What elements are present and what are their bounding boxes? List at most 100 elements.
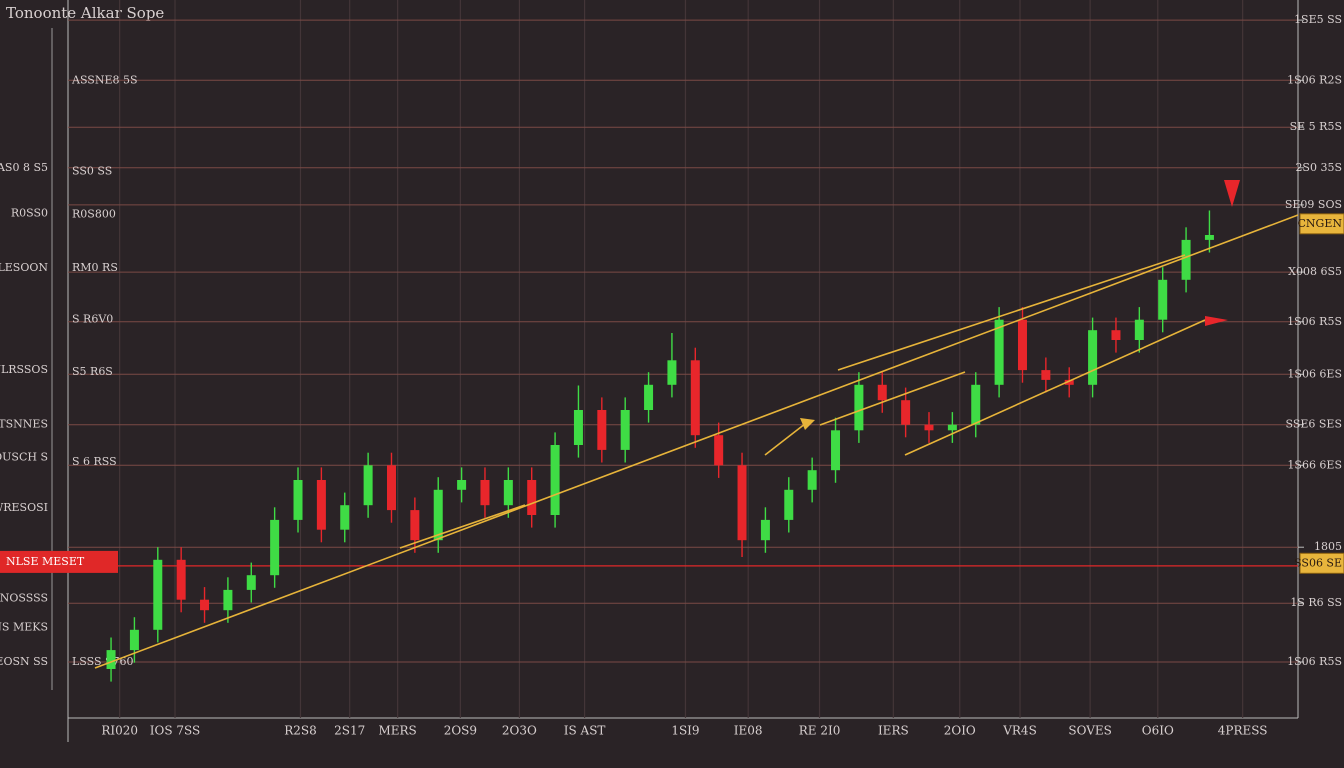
candle-body bbox=[153, 559, 163, 630]
candle-body bbox=[1088, 330, 1098, 385]
y-tick-label: 1S06 R5S bbox=[1287, 655, 1342, 668]
candle-body bbox=[1204, 235, 1214, 240]
candle-body bbox=[784, 489, 794, 520]
candle-body bbox=[947, 424, 957, 431]
trend-line bbox=[94, 214, 1299, 669]
candle-body bbox=[410, 510, 420, 541]
candle-body bbox=[363, 465, 373, 506]
candle-body bbox=[223, 589, 233, 611]
trend-line bbox=[904, 319, 1206, 456]
arrow bbox=[1205, 316, 1228, 326]
candle-body bbox=[316, 480, 326, 530]
left-label: NLRSSOS bbox=[0, 363, 48, 376]
left-label: NS MEKS bbox=[0, 621, 48, 634]
candle-body bbox=[457, 480, 467, 490]
candle-body bbox=[386, 465, 396, 511]
left-label: R0SS0 bbox=[11, 206, 48, 219]
candle-body bbox=[1134, 319, 1144, 340]
chart-title: Tonoonte Alkar Sope bbox=[6, 4, 164, 22]
candle-body bbox=[1158, 279, 1168, 320]
y-tick-label: 1805 bbox=[1314, 540, 1342, 553]
trend-line bbox=[837, 254, 1186, 371]
candle-body bbox=[176, 559, 186, 600]
candle-body bbox=[737, 465, 747, 541]
candle-body bbox=[667, 360, 677, 385]
candle-body bbox=[620, 410, 630, 450]
left-label: ASSNE8 5S bbox=[71, 73, 138, 86]
candle-body bbox=[714, 435, 724, 466]
candle-body bbox=[573, 410, 583, 445]
y-tick-label: 1SE5 SS bbox=[1294, 13, 1342, 26]
candle-body bbox=[690, 360, 700, 436]
x-tick-label: IERS bbox=[878, 724, 909, 738]
candle-body bbox=[1017, 319, 1027, 371]
plot: RI020 IOS 7SS R2S8 2S17 MERS 2OS9 2O3O IS AST 1S… bbox=[0, 0, 1344, 738]
left-label: S5 R6S bbox=[72, 365, 113, 378]
candle-body bbox=[129, 629, 139, 651]
candle-body bbox=[550, 445, 560, 515]
candle-body bbox=[760, 519, 770, 541]
candle-body bbox=[994, 319, 1004, 385]
candle-body bbox=[1181, 239, 1191, 280]
x-tick-label: RI020 bbox=[101, 724, 138, 738]
price-tag-label: CNGEN bbox=[1298, 217, 1343, 230]
candle-body bbox=[246, 575, 256, 590]
candle-body bbox=[1041, 370, 1051, 380]
y-tick-label: 1S06 R2S bbox=[1287, 73, 1342, 86]
left-label: TSNNES bbox=[0, 418, 48, 431]
x-tick-label: IE08 bbox=[734, 724, 763, 738]
candle-body bbox=[293, 480, 303, 520]
price-tag bbox=[1299, 552, 1344, 574]
left-label: SNOSSSS bbox=[0, 591, 48, 604]
arrow bbox=[1224, 180, 1240, 207]
y-tick-label: SE 5 R5S bbox=[1290, 120, 1342, 133]
candle-body bbox=[106, 650, 116, 669]
left-label: SEOSN SS bbox=[0, 655, 48, 668]
trend-lines bbox=[94, 214, 1299, 669]
y-tick-label: 1S R6 SS bbox=[1290, 596, 1342, 609]
trend-line bbox=[819, 371, 966, 426]
y-tick-label: 1S06 R5S bbox=[1287, 315, 1342, 328]
trend-line bbox=[764, 419, 811, 456]
x-tick-label: O6IO bbox=[1142, 724, 1174, 738]
candle-body bbox=[433, 489, 443, 541]
left-label: SS0 SS bbox=[72, 164, 112, 177]
candle-body bbox=[1111, 330, 1121, 340]
y-tick-label: 1S66 6ES bbox=[1287, 458, 1342, 471]
candle-body bbox=[527, 480, 537, 515]
candle-body bbox=[1064, 379, 1074, 385]
x-tick-label: IS AST bbox=[564, 724, 606, 738]
left-label: LSSS S760 bbox=[72, 655, 134, 668]
x-tick-label: 1SI9 bbox=[671, 724, 699, 738]
trend-line bbox=[399, 504, 526, 549]
left-tag-label: NLSE MESET bbox=[6, 555, 85, 568]
x-tick-label: 2S17 bbox=[334, 724, 365, 738]
x-tick-label: IOS 7SS bbox=[150, 724, 200, 738]
y-tick-label: SSE6 SES bbox=[1285, 418, 1342, 431]
candle-body bbox=[644, 384, 654, 410]
candle-body bbox=[971, 384, 981, 425]
left-label: TLESOON bbox=[0, 261, 48, 274]
candle-body bbox=[200, 599, 210, 611]
candle-body bbox=[597, 410, 607, 450]
candle-body bbox=[807, 470, 817, 490]
x-tick-label: MERS bbox=[378, 724, 416, 738]
left-label: S 6 RSS bbox=[72, 455, 117, 468]
candle-body bbox=[270, 519, 280, 576]
arrow bbox=[800, 418, 815, 430]
left-label: AS0 8 S5 bbox=[0, 161, 48, 174]
y-tick-label: 2S0 35S bbox=[1295, 161, 1342, 174]
x-tick-label: 4PRESS bbox=[1218, 724, 1268, 738]
candle-body bbox=[877, 384, 887, 401]
candle-body bbox=[924, 424, 934, 431]
x-tick-label: R2S8 bbox=[284, 724, 317, 738]
x-tick-label: RE 2I0 bbox=[799, 724, 841, 738]
left-label: R0S800 bbox=[72, 208, 116, 221]
candle-body bbox=[854, 384, 864, 431]
x-tick-label: SOVES bbox=[1068, 724, 1112, 738]
candle-body bbox=[901, 400, 911, 425]
x-tick-label: 2OIO bbox=[944, 724, 976, 738]
left-tag bbox=[0, 550, 118, 573]
y-tick-label: X008 6S5 bbox=[1288, 265, 1342, 278]
left-label: S R6V0 bbox=[72, 313, 113, 326]
